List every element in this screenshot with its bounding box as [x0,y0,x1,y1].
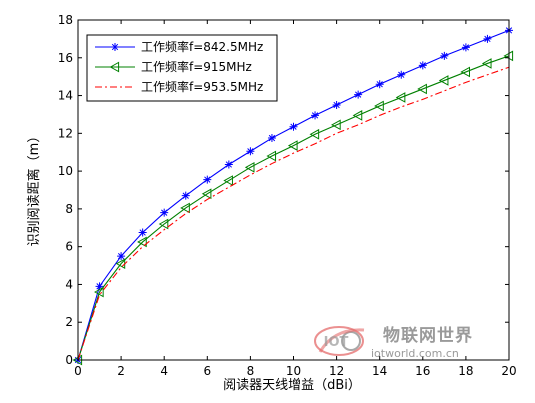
legend-label: 工作频率f=915MHz [141,59,252,74]
data-point-star [95,282,104,291]
data-point-triangle [374,100,384,112]
legend-label: 工作频率f=953.5MHz [141,79,263,94]
data-point-star [111,43,119,51]
legend: 工作频率f=842.5MHz 工作频率f=915MHz 工作频率f=953.5MHz [86,34,278,102]
series-group [77,66,510,361]
y-tick-label: 18 [58,13,73,27]
legend-item: 工作频率f=842.5MHz [95,39,263,54]
watermark-logo-icon: IOT [314,326,365,356]
data-point-triangle [352,110,363,121]
data-point-star [267,134,276,143]
data-point-star [397,70,406,79]
y-tick-label: 0 [65,353,73,367]
data-point-star [440,51,449,60]
watermark-logo-text: IOT [324,335,349,350]
data-point-star [354,90,363,99]
data-point-triangle [417,83,427,95]
y-tick-label: 2 [65,315,73,329]
axes-layer: 0 2 4 6 8 10 12 14 16 18 20 0 2 4 6 8 10 12 14 16 18 [58,13,517,378]
y-tick-label: 16 [58,51,73,65]
data-point-star [375,80,384,89]
data-point-triangle [109,61,120,73]
watermark-cn-text: 物联网世界 [383,325,473,346]
data-point-star [160,208,169,217]
y-tick-label: 10 [58,164,73,178]
data-point-triangle [438,75,449,86]
x-tick-label: 12 [329,364,344,378]
x-tick-label: 0 [74,364,82,378]
series-layer [72,26,514,366]
data-point-triangle [481,58,492,69]
data-point-star [461,43,470,52]
data-point-triangle [460,66,470,78]
y-tick-label: 4 [65,277,73,291]
data-point-star [246,147,255,156]
data-point-star [138,228,147,237]
data-point-triangle [331,119,341,131]
series-group [74,26,513,364]
y-tick-label: 14 [58,89,73,103]
x-tick-label: 4 [160,364,168,378]
data-point-star [117,252,126,261]
data-point-triangle [158,218,169,230]
watermark-en-text: iotworld.com.cn [371,347,459,360]
x-tick-label: 20 [501,364,516,378]
data-point-triangle [244,161,255,173]
data-point-triangle [287,140,298,151]
x-tick-label: 18 [458,364,473,378]
data-point-triangle [201,188,212,200]
data-point-triangle [309,128,320,140]
data-point-star [181,191,190,200]
data-point-triangle [266,150,277,162]
data-point-star [332,101,341,109]
x-axis-label: 阅读器天线增益（dBi） [223,378,361,393]
x-tick-label: 14 [372,364,387,378]
y-tick-label: 8 [65,202,73,216]
x-tick-label: 6 [203,364,211,378]
x-tick-label: 16 [415,364,430,378]
data-point-star [418,61,427,70]
data-point-star [224,160,233,169]
legend-item: 工作频率f=953.5MHz [95,79,263,94]
data-point-triangle [223,175,233,186]
legend-item: 工作频率f=915MHz [95,59,252,74]
series-group [72,50,514,366]
data-point-star [289,122,298,131]
series-line [77,66,510,361]
y-tick-label: 12 [58,126,73,140]
data-point-triangle [180,202,190,214]
y-axis-label: 识别阅读距离（m） [26,130,42,247]
data-point-star [483,34,492,43]
data-point-triangle [94,286,104,298]
x-tick-label: 10 [286,364,301,378]
legend-label: 工作频率f=842.5MHz [141,39,263,54]
y-tick-label: 6 [65,240,73,254]
data-point-triangle [395,92,406,103]
x-tick-label: 8 [247,364,255,378]
data-point-star [203,175,212,184]
data-point-star [311,111,320,120]
watermark: IOT 物联网世界 iotworld.com.cn [314,325,473,360]
data-point-triangle [137,236,147,248]
series-line [77,55,510,361]
x-tick-label: 2 [117,364,125,378]
